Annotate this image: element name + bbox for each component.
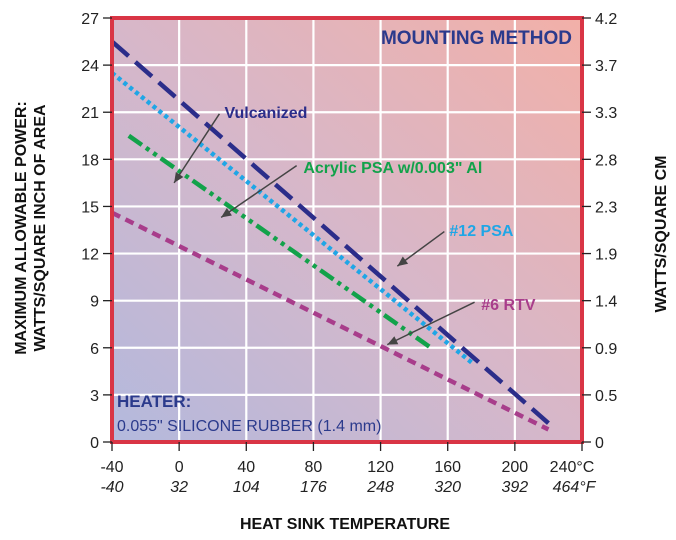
y-tick-label-right: 0.9 <box>595 341 617 358</box>
series-label: #12 PSA <box>449 223 513 240</box>
y-tick-label-right: 2.3 <box>595 199 617 216</box>
y-axis-title-left-line1: MAXIMUM ALLOWABLE POWER: <box>13 101 30 355</box>
y-tick-label-right: 2.8 <box>595 152 617 169</box>
series-label: Vulcanized <box>224 105 307 122</box>
series-line <box>110 71 475 366</box>
x-tick-label-fahrenheit: -40 <box>100 479 123 496</box>
y-tick-label-left: 15 <box>81 199 99 216</box>
plot-background <box>112 18 582 442</box>
leader-line <box>173 113 221 184</box>
x-tick-label-celsius: 200 <box>502 459 529 476</box>
y-tick-label-left: 3 <box>90 388 99 405</box>
y-tick-label-right: 1.4 <box>595 294 617 311</box>
leader-arrow <box>397 256 409 267</box>
leader-line <box>220 164 298 219</box>
y-tick-label-left: 6 <box>90 341 99 358</box>
x-tick-label-celsius: -40 <box>100 459 123 476</box>
series-line <box>110 210 550 432</box>
y-tick-label-left: 12 <box>81 247 99 264</box>
series-line <box>110 39 550 425</box>
x-tick-label-celsius: 0 <box>175 459 184 476</box>
y-tick-label-left: 9 <box>90 294 99 311</box>
y-tick-label-right: 0.5 <box>595 388 617 405</box>
leader-arrow <box>174 172 184 183</box>
y-tick-label-left: 24 <box>81 58 99 75</box>
x-axis-title: HEAT SINK TEMPERATURE <box>240 516 450 533</box>
y-tick-label-left: 0 <box>90 435 99 452</box>
x-tick-label-celsius: 120 <box>367 459 394 476</box>
x-tick-label-fahrenheit: 32 <box>170 479 188 496</box>
y-tick-label-right: 3.3 <box>595 105 617 122</box>
x-tick-label-fahrenheit: 248 <box>366 479 394 496</box>
y-tick-label-right: 1.9 <box>595 247 617 264</box>
x-tick-label-fahrenheit: 464°F <box>553 479 597 496</box>
series-line <box>127 133 433 350</box>
chart-title: MOUNTING METHOD <box>381 28 572 49</box>
leader-arrow <box>387 336 399 345</box>
heater-label: HEATER: <box>117 392 191 411</box>
x-tick-label-celsius: 80 <box>305 459 323 476</box>
leader-arrow <box>221 208 232 218</box>
y-tick-label-right: 3.7 <box>595 58 617 75</box>
leader-line <box>386 301 475 346</box>
x-tick-label-fahrenheit: 392 <box>502 479 529 496</box>
y-axis-title-left-line2: WATTS/SQUARE INCH OF AREA <box>32 104 49 352</box>
plot-frame <box>110 16 584 444</box>
x-tick-label-celsius: 160 <box>434 459 461 476</box>
y-tick-label-left: 18 <box>81 152 99 169</box>
y-tick-label-left: 27 <box>81 11 99 28</box>
y-tick-label-right: 4.2 <box>595 11 617 28</box>
x-tick-label-celsius: 240°C <box>550 459 595 476</box>
x-tick-label-fahrenheit: 320 <box>434 479 461 496</box>
x-tick-label-celsius: 40 <box>237 459 255 476</box>
series-label: Acrylic PSA w/0.003" Al <box>303 160 482 177</box>
y-axis-title-right: WATTS/SQUARE CM <box>653 155 670 312</box>
heater-spec: 0.055" SILICONE RUBBER (1.4 mm) <box>117 418 381 435</box>
y-tick-label-left: 21 <box>81 105 99 122</box>
x-tick-label-fahrenheit: 104 <box>233 479 260 496</box>
y-tick-label-right: 0 <box>595 435 604 452</box>
x-tick-label-fahrenheit: 176 <box>300 479 327 496</box>
series-label: #6 RTV <box>481 297 536 314</box>
